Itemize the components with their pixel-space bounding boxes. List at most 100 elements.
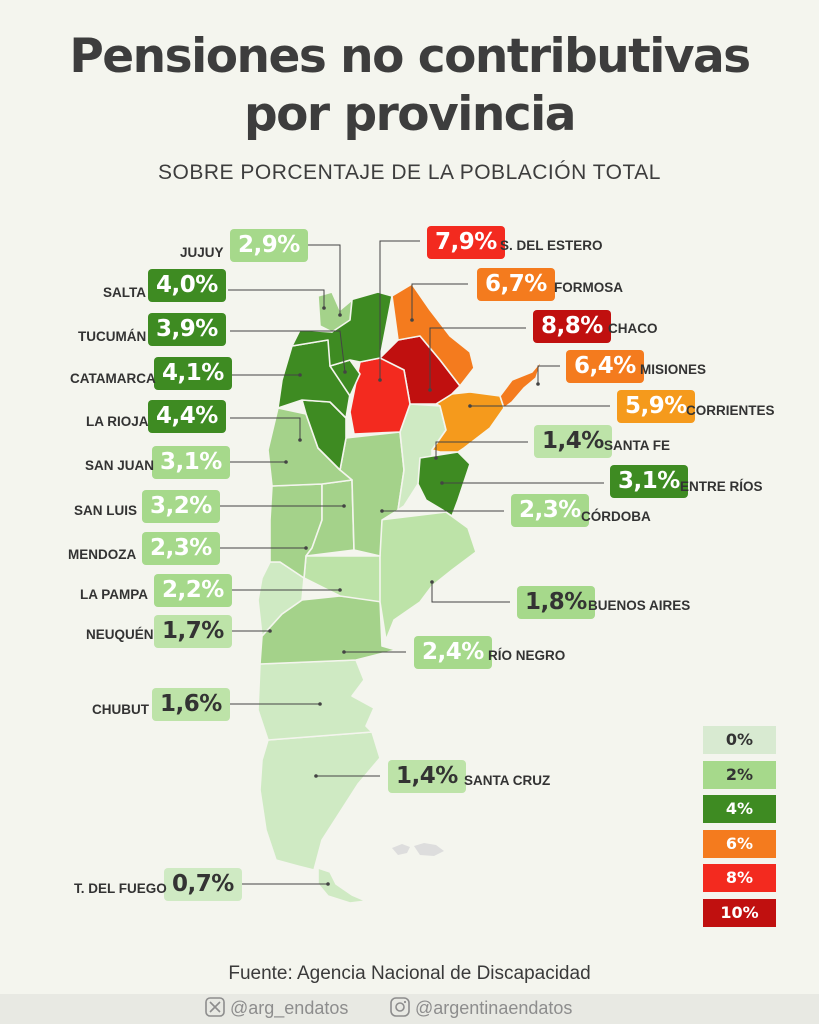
instagram-handle[interactable]: @argentinaendatos: [390, 997, 572, 1019]
map-subtitle: SOBRE PORCENTAJE DE LA POBLACIÓN TOTAL: [158, 161, 661, 184]
leader-dot-chaco: [428, 388, 432, 392]
malvinas-island-2: [414, 843, 444, 856]
leader-dot-mendoza: [304, 546, 308, 550]
legend-item-0-percent: 0%: [703, 726, 776, 754]
value-badge-salta: 4,0%: [148, 269, 226, 302]
x-handle-text: @arg_endatos: [230, 998, 349, 1018]
province-name-chubut: CHUBUT: [92, 702, 149, 717]
leader-line-buenos-aires: [431, 582, 510, 603]
province-la-pampa: [303, 555, 383, 603]
leader-line-chaco: [429, 327, 526, 390]
legend-item-8-percent: 8%: [703, 864, 776, 892]
value-badge-mendoza: 2,3%: [142, 532, 220, 565]
leader-dot-catamarca: [298, 373, 302, 377]
province-name-misiones: MISIONES: [640, 362, 707, 377]
leader-line-la-rioja: [230, 417, 301, 440]
value-badge-catamarca: 4,1%: [154, 357, 232, 390]
province-jujuy: [317, 291, 353, 333]
leader-dot-rio-negro: [342, 650, 346, 654]
province-name-buenos-aires: BUENOS AIRES: [588, 598, 691, 613]
leader-dot-formosa: [410, 318, 414, 322]
leader-dot-la-pampa: [338, 588, 342, 592]
province-tierra-del-fuego: [317, 867, 367, 904]
legend-item-2-percent: 2%: [703, 760, 776, 789]
province-name-t-del-fuego: T. DEL FUEGO: [74, 881, 167, 896]
province-name-formosa: FORMOSA: [554, 280, 623, 295]
province-name-corrientes: CORRIENTES: [686, 403, 775, 418]
leader-dot-santa-fe: [434, 456, 438, 460]
province-name-san-juan: SAN JUAN: [85, 458, 155, 473]
malvinas-island-1: [392, 844, 410, 855]
leader-dot-chubut: [318, 702, 322, 706]
leader-dot-jujuy: [338, 313, 342, 317]
leader-dot-la-rioja: [298, 438, 302, 442]
province-name-cordoba: CÓRDOBA: [581, 509, 651, 524]
province-corrientes: [431, 391, 505, 453]
province-name-rio-negro: RÍO NEGRO: [488, 648, 566, 663]
value-badge-buenos-aires: 1,8%: [517, 586, 595, 619]
province-entre-rios: [417, 451, 471, 517]
leader-line-s-del-estero: [379, 240, 420, 380]
province-name-neuquen: NEUQUÉN: [86, 627, 154, 642]
legend-item-10-percent: 10%: [703, 898, 776, 927]
value-badge-jujuy: 2,9%: [230, 229, 308, 262]
leader-dot-corrientes: [468, 404, 472, 408]
value-badge-entre-rios: 3,1%: [610, 465, 688, 498]
leader-dot-s-del-estero: [378, 378, 382, 382]
map-title: Pensiones no contributivas por provincia: [0, 28, 819, 144]
value-badge-san-juan: 3,1%: [152, 446, 230, 479]
leader-dot-santa-cruz: [314, 774, 318, 778]
province-misiones: [499, 359, 543, 409]
title-line-1: Pensiones no contributivas: [69, 29, 751, 84]
province-name-la-rioja: LA RIOJA: [86, 414, 149, 429]
province-name-la-pampa: LA PAMPA: [80, 587, 148, 602]
leader-line-santa-fe: [435, 441, 528, 458]
source-note: Fuente: Agencia Nacional de Discapacidad: [228, 963, 591, 984]
legend-item-4-percent: 4%: [703, 795, 776, 823]
value-badge-santa-cruz: 1,4%: [388, 760, 466, 793]
footer: @arg_endatos @argentinaendatos: [0, 994, 819, 1024]
leader-line-tucuman: [230, 330, 346, 373]
leader-line-salta: [228, 289, 325, 308]
province-name-chaco: CHACO: [608, 321, 658, 336]
leader-dot-san-luis: [342, 504, 346, 508]
province-chubut: [257, 659, 375, 741]
value-badge-corrientes: 5,9%: [617, 390, 695, 423]
x-logo-icon: [205, 997, 225, 1017]
province-buenos-aires: [379, 511, 477, 641]
province-santa-cruz: [259, 731, 381, 871]
province-name-san-luis: SAN LUIS: [74, 503, 138, 518]
value-badge-santa-fe: 1,4%: [534, 425, 612, 458]
leader-dot-san-juan: [284, 460, 288, 464]
leader-dot-entre-rios: [440, 481, 444, 485]
leader-line-formosa: [411, 283, 468, 320]
value-badge-tucuman: 3,9%: [148, 313, 226, 346]
leader-dot-neuquen: [268, 629, 272, 633]
value-badge-t-del-fuego: 0,7%: [164, 868, 242, 901]
value-badge-rio-negro: 2,4%: [414, 636, 492, 669]
title-line-2: por provincia: [244, 87, 576, 142]
value-badge-cordoba: 2,3%: [511, 494, 589, 527]
value-badge-formosa: 6,7%: [477, 268, 555, 301]
value-badge-chubut: 1,6%: [152, 688, 230, 721]
instagram-handle-text: @argentinaendatos: [415, 998, 573, 1018]
value-badge-s-del-estero: 7,9%: [427, 226, 505, 259]
province-name-santa-cruz: SANTA CRUZ: [464, 773, 551, 788]
value-badge-misiones: 6,4%: [566, 350, 644, 383]
value-badge-san-luis: 3,2%: [142, 490, 220, 523]
province-name-salta: SALTA: [103, 285, 146, 300]
legend-item-6-percent: 6%: [703, 829, 776, 858]
leader-dot-buenos-aires: [430, 580, 434, 584]
leader-dot-misiones: [536, 382, 540, 386]
value-badge-chaco: 8,8%: [533, 310, 611, 343]
province-name-s-del-estero: S. DEL ESTERO: [500, 238, 603, 253]
leader-line-jujuy: [300, 244, 341, 315]
leader-dot-tucuman: [343, 370, 347, 374]
instagram-icon: [390, 997, 410, 1017]
province-santiago-del-estero: [349, 357, 411, 435]
x-handle[interactable]: @arg_endatos: [205, 997, 348, 1019]
value-badge-la-pampa: 2,2%: [154, 574, 232, 607]
province-name-santa-fe: SANTA FE: [604, 438, 670, 453]
province-name-tucuman: TUCUMÁN: [78, 329, 147, 344]
